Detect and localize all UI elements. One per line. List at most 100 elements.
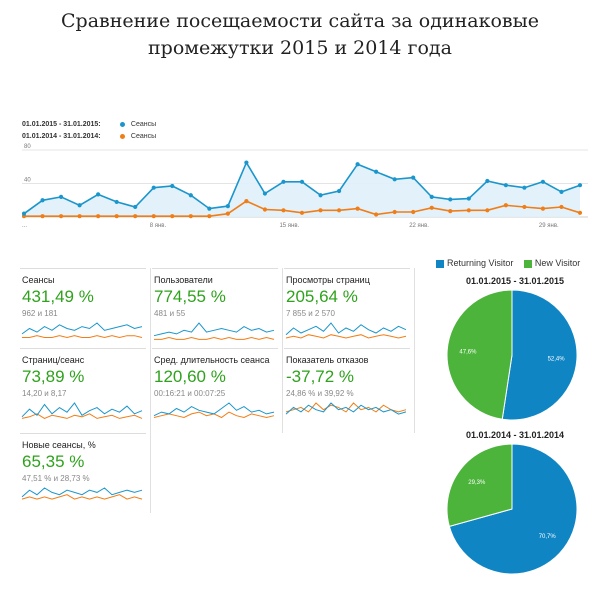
- data-point-current[interactable]: [411, 175, 416, 180]
- sparkline-current: [153, 402, 275, 417]
- data-point-previous[interactable]: [522, 204, 527, 210]
- legend-previous: 01.01.2014 - 31.01.2014: Сеансы: [22, 133, 156, 140]
- title-line-1: Сравнение посещаемости сайта за одинаков…: [61, 10, 539, 32]
- data-point-current[interactable]: [374, 169, 379, 174]
- metric-card[interactable]: Просмотры страниц 205,64 % 7 855 и 2 570: [284, 268, 410, 347]
- data-point-previous[interactable]: [170, 214, 175, 219]
- data-point-previous[interactable]: [540, 206, 546, 211]
- metric-comparison: 47,51 % и 28,73 %: [22, 474, 90, 483]
- metric-card[interactable]: Пользователи 774,55 % 481 и 55: [152, 268, 278, 347]
- data-point-current[interactable]: [170, 183, 175, 189]
- metric-value: 431,49 %: [22, 287, 94, 306]
- data-point-current[interactable]: [299, 179, 305, 184]
- data-point-previous[interactable]: [114, 214, 119, 219]
- data-point-previous[interactable]: [58, 214, 64, 219]
- data-point-previous[interactable]: [77, 214, 82, 219]
- data-point-current[interactable]: [503, 183, 508, 188]
- metric-card[interactable]: Сеансы 431,49 % 962 и 181: [20, 268, 146, 347]
- data-point-previous[interactable]: [374, 212, 379, 217]
- data-point-previous[interactable]: [466, 208, 471, 213]
- metric-card[interactable]: Страниц/сеанс 73,89 % 14,20 и 8,17: [20, 348, 146, 427]
- data-point-previous[interactable]: [503, 203, 508, 208]
- data-point-current[interactable]: [22, 211, 27, 216]
- data-point-current[interactable]: [58, 194, 64, 199]
- data-point-previous[interactable]: [96, 214, 101, 219]
- sparkline-previous: [285, 402, 407, 413]
- data-point-current[interactable]: [151, 185, 156, 190]
- y-tick-label: 80: [24, 144, 31, 150]
- data-point-previous[interactable]: [336, 208, 342, 213]
- metric-comparison: 481 и 55: [154, 309, 186, 318]
- metric-card[interactable]: Показатель отказов -37,72 % 24,86 % и 39,9…: [284, 348, 410, 427]
- data-point-previous[interactable]: [262, 207, 268, 212]
- data-point-previous[interactable]: [207, 214, 212, 219]
- data-point-current[interactable]: [392, 177, 397, 182]
- returning-visitor-pct-label: 70,7%: [539, 534, 557, 540]
- data-point-previous[interactable]: [244, 198, 249, 204]
- new-visitor-slice[interactable]: [446, 443, 513, 527]
- data-point-previous[interactable]: [355, 206, 360, 211]
- data-point-current[interactable]: [522, 185, 527, 190]
- sparkline-previous: [154, 336, 275, 340]
- metric-card[interactable]: Сред. длительность сеанса 120,60 % 00:16:2…: [152, 348, 278, 427]
- metric-value: -37,72 %: [286, 367, 355, 386]
- data-point-previous[interactable]: [188, 214, 193, 219]
- sparkline-previous: [285, 334, 407, 339]
- metric-sparkline: [21, 487, 143, 500]
- data-point-current[interactable]: [188, 193, 193, 198]
- data-point-previous[interactable]: [133, 214, 138, 219]
- data-point-current[interactable]: [40, 198, 45, 203]
- data-point-current[interactable]: [429, 194, 434, 199]
- sparkline-current: [21, 402, 143, 418]
- data-point-previous[interactable]: [559, 204, 564, 210]
- metric-sparkline: [285, 322, 407, 339]
- data-point-current[interactable]: [77, 203, 82, 208]
- data-point-previous[interactable]: [281, 208, 286, 213]
- returning-visitor-slice[interactable]: [501, 289, 578, 421]
- data-point-current[interactable]: [355, 162, 360, 167]
- data-point-current[interactable]: [336, 188, 342, 194]
- data-point-current[interactable]: [96, 192, 101, 197]
- data-point-previous[interactable]: [485, 208, 490, 213]
- data-point-previous[interactable]: [429, 205, 434, 210]
- sparkline-current: [153, 322, 275, 337]
- data-point-current[interactable]: [133, 204, 138, 210]
- data-point-previous[interactable]: [577, 210, 583, 215]
- data-point-previous[interactable]: [225, 211, 230, 216]
- data-point-previous[interactable]: [318, 208, 323, 213]
- metric-divider-3: [414, 268, 415, 433]
- data-point-current[interactable]: [559, 189, 564, 194]
- data-point-current[interactable]: [281, 179, 286, 184]
- data-point-current[interactable]: [466, 196, 471, 201]
- metric-divider-2: [282, 268, 283, 433]
- data-point-previous[interactable]: [151, 214, 156, 219]
- data-point-previous[interactable]: [299, 210, 305, 215]
- new-visitor-slice[interactable]: [446, 289, 513, 420]
- metric-comparison: 00:16:21 и 00:07:25: [154, 389, 226, 398]
- data-point-current[interactable]: [225, 204, 230, 209]
- data-point-current[interactable]: [207, 206, 212, 211]
- data-point-current[interactable]: [318, 193, 323, 198]
- new-visitor-pct-label: 47,6%: [459, 350, 477, 356]
- data-point-previous[interactable]: [40, 214, 45, 219]
- metric-sparkline: [153, 402, 275, 419]
- data-point-previous[interactable]: [448, 209, 453, 214]
- data-point-previous[interactable]: [411, 209, 416, 215]
- data-point-current[interactable]: [244, 160, 249, 165]
- data-point-current[interactable]: [448, 197, 453, 202]
- data-point-current[interactable]: [485, 178, 490, 184]
- metric-card[interactable]: Новые сеансы, % 65,35 % 47,51 % и 28,73 %: [20, 433, 146, 512]
- metric-title: Просмотры страниц: [286, 275, 370, 285]
- metric-title: Пользователи: [154, 275, 213, 285]
- data-point-current[interactable]: [114, 199, 119, 205]
- y-tick-label: 40: [24, 178, 31, 184]
- sparkline-current: [285, 322, 407, 336]
- data-point-current[interactable]: [262, 191, 268, 196]
- returning-visitor-label: Returning Visitor: [447, 258, 514, 268]
- data-point-current[interactable]: [577, 183, 583, 188]
- metric-sparkline: [285, 402, 407, 415]
- returning-visitor-slice[interactable]: [448, 443, 578, 575]
- data-point-previous[interactable]: [392, 209, 397, 215]
- metric-comparison: 7 855 и 2 570: [286, 309, 335, 318]
- data-point-current[interactable]: [540, 179, 546, 184]
